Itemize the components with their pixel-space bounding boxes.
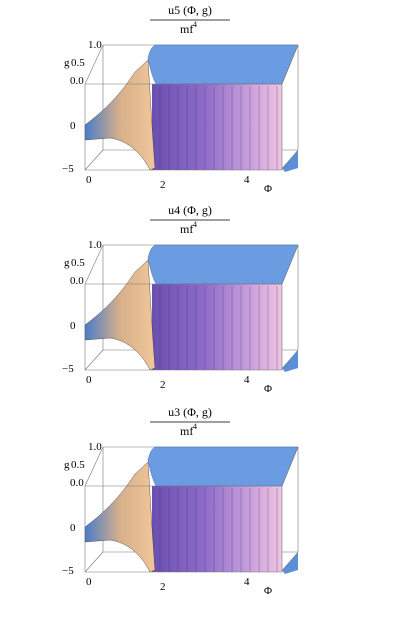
- g-tick-label: 0.5: [71, 257, 85, 269]
- phi-tick-label: 0: [86, 576, 92, 588]
- phi-tick-label: 4: [244, 576, 250, 588]
- title-exponent: 4: [193, 422, 197, 431]
- box-edge: [84, 349, 104, 371]
- surface: [84, 461, 156, 573]
- floor: [282, 150, 298, 172]
- title-exponent: 4: [193, 220, 197, 229]
- box-edge: [84, 44, 104, 85]
- title-numerator: u4 (Φ, g): [168, 203, 212, 217]
- box-edge: [281, 244, 299, 285]
- vertical-tick-label: 0: [70, 522, 76, 534]
- phi-tick-label: 0: [86, 174, 92, 186]
- title-denominator: mf: [180, 22, 193, 36]
- g-tick-label: 0.0: [70, 75, 84, 87]
- g-tick-label: 1.0: [88, 39, 102, 51]
- top-plane: [147, 446, 299, 487]
- box-edge: [281, 149, 299, 171]
- phi-tick-label: 4: [244, 174, 250, 186]
- top-plane: [147, 44, 299, 85]
- box-edge: [281, 551, 299, 573]
- box-edge: [84, 551, 104, 573]
- vertical-tick-label: −5: [62, 163, 74, 175]
- box-edge: [84, 446, 104, 487]
- wall: [152, 486, 282, 572]
- plot: u4 (Φ, g)mf 4g1.00.50.00−50 2 4Φ: [62, 203, 299, 395]
- g-axis-label: g: [64, 57, 70, 69]
- plot: u5 (Φ, g)mf 4g1.00.50.00−50 2 4Φ: [62, 3, 299, 195]
- phi-tick-label: 2: [160, 581, 166, 593]
- title-denominator: mf: [180, 424, 193, 438]
- box-edge: [281, 44, 299, 85]
- box-edge: [84, 149, 104, 171]
- surface: [84, 59, 156, 171]
- g-tick-label: 0.0: [70, 477, 84, 489]
- wall: [152, 284, 282, 370]
- phi-tick-label: 2: [160, 179, 166, 191]
- g-axis-label: g: [64, 257, 70, 269]
- top-plane: [147, 244, 299, 285]
- g-tick-label: 0.5: [71, 459, 85, 471]
- box-edge: [281, 349, 299, 371]
- box-edge: [84, 244, 104, 285]
- vertical-tick-label: 0: [70, 320, 76, 332]
- plot: u3 (Φ, g)mf 4g1.00.50.00−50 2 4Φ: [62, 405, 299, 597]
- title-exponent: 4: [193, 20, 197, 29]
- phi-axis-label: Φ: [264, 183, 272, 195]
- vertical-tick-label: 0: [70, 120, 76, 132]
- floor: [282, 350, 298, 372]
- vertical-tick-label: −5: [62, 363, 74, 375]
- phi-axis-label: Φ: [264, 585, 272, 597]
- g-tick-label: 1.0: [88, 441, 102, 453]
- title-numerator: u5 (Φ, g): [168, 3, 212, 17]
- surface: [84, 259, 156, 371]
- phi-tick-label: 2: [160, 379, 166, 391]
- g-tick-label: 0.0: [70, 275, 84, 287]
- floor: [282, 552, 298, 574]
- vertical-tick-label: −5: [62, 565, 74, 577]
- phi-tick-label: 0: [86, 374, 92, 386]
- wall: [152, 84, 282, 170]
- title-denominator: mf: [180, 222, 193, 236]
- title-numerator: u3 (Φ, g): [168, 405, 212, 419]
- g-axis-label: g: [64, 459, 70, 471]
- phi-tick-label: 4: [244, 374, 250, 386]
- g-tick-label: 1.0: [88, 239, 102, 251]
- phi-axis-label: Φ: [264, 383, 272, 395]
- box-edge: [281, 446, 299, 487]
- g-tick-label: 0.5: [71, 57, 85, 69]
